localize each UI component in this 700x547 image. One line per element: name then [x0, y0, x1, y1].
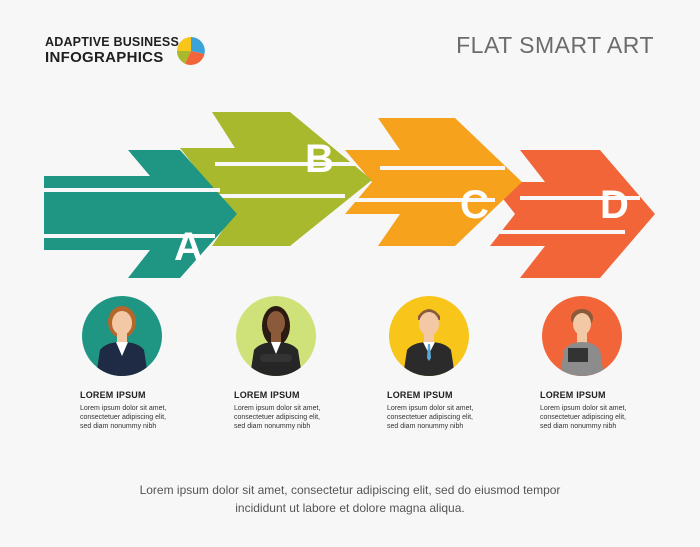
- businesswoman-icon: [250, 306, 302, 376]
- avatar: [236, 296, 316, 376]
- arrow-b: B: [180, 112, 372, 246]
- person-description: Lorem ipsum dolor sit amet, consectetuer…: [234, 405, 334, 432]
- footer-text: Lorem ipsum dolor sit amet, consectetur …: [0, 481, 700, 517]
- footer-line-1: Lorem ipsum dolor sit amet, consectetur …: [139, 483, 561, 497]
- person-card-3: LOREM IPSUM Lorem ipsum dolor sit amet, …: [387, 296, 537, 432]
- desc-line: consectetuer adipiscing elit,: [234, 413, 320, 421]
- pie-logo-icon: [176, 37, 205, 65]
- avatar: [542, 296, 622, 376]
- person-name: LOREM IPSUM: [80, 390, 146, 400]
- arrow-a: A: [44, 150, 237, 278]
- desc-line: consectetuer adipiscing elit,: [80, 413, 166, 421]
- step-letter-c: C: [460, 183, 489, 227]
- arrow-d: D: [490, 150, 655, 278]
- desc-line: consectetuer adipiscing elit,: [387, 413, 473, 421]
- brand-line-1: ADAPTIVE BUSINESS: [45, 35, 179, 49]
- businessman-icon: [403, 309, 455, 376]
- desc-line: Lorem ipsum dolor sit amet,: [234, 405, 321, 412]
- person-name: LOREM IPSUM: [387, 390, 453, 400]
- person-name: LOREM IPSUM: [540, 390, 606, 400]
- desc-line: Lorem ipsum dolor sit amet,: [387, 405, 474, 412]
- person-card-4: LOREM IPSUM Lorem ipsum dolor sit amet, …: [540, 296, 690, 432]
- brand-line-2: INFOGRAPHICS: [45, 48, 164, 66]
- footer-line-2: incididunt ut labore et dolore magna ali…: [235, 501, 465, 515]
- desc-line: sed diam nonummy nibh: [234, 422, 311, 430]
- desc-line: sed diam nonummy nibh: [80, 422, 157, 430]
- person-description: Lorem ipsum dolor sit amet, consectetuer…: [387, 405, 487, 432]
- desc-line: consectetuer adipiscing elit,: [540, 413, 626, 421]
- woman-with-tablet-icon: [560, 309, 604, 376]
- arrow-c: C: [345, 118, 522, 246]
- desc-line: Lorem ipsum dolor sit amet,: [80, 405, 167, 412]
- person-card-2: LOREM IPSUM Lorem ipsum dolor sit amet, …: [234, 296, 384, 432]
- person-description: Lorem ipsum dolor sit amet, consectetuer…: [80, 405, 180, 432]
- person-card-1: LOREM IPSUM Lorem ipsum dolor sit amet, …: [80, 296, 230, 432]
- person-description: Lorem ipsum dolor sit amet, consectetuer…: [540, 405, 640, 432]
- step-letter-a: A: [174, 225, 203, 269]
- step-letter-b: B: [305, 137, 334, 181]
- page-title: FLAT SMART ART: [456, 32, 654, 58]
- person-name: LOREM IPSUM: [234, 390, 300, 400]
- avatar: [389, 296, 469, 376]
- avatar: [82, 296, 162, 376]
- desc-line: sed diam nonummy nibh: [540, 422, 617, 430]
- desc-line: sed diam nonummy nibh: [387, 422, 464, 430]
- businesswoman-icon: [96, 306, 148, 376]
- desc-line: Lorem ipsum dolor sit amet,: [540, 405, 627, 412]
- brand-title: ADAPTIVE BUSINESS INFOGRAPHICS: [45, 35, 179, 66]
- step-letter-d: D: [600, 183, 629, 227]
